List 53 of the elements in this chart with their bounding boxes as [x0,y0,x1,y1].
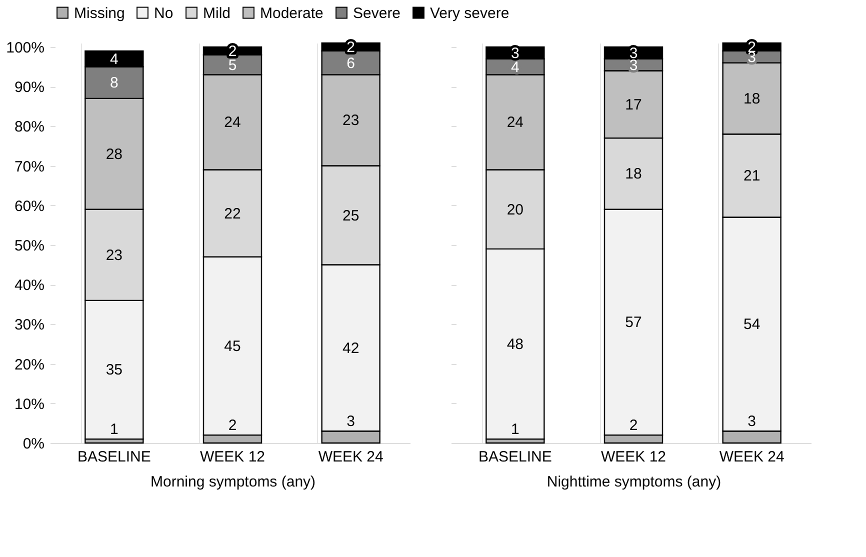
y-tick-label: 20% [14,356,44,374]
y-tick-label: 80% [14,118,44,136]
data-label: 2 [346,38,356,56]
y-tick-label: 100% [6,39,44,56]
data-label: 3 [346,413,356,430]
data-label: 22 [224,205,241,222]
data-label: 1 [110,421,118,438]
x-axis-title: Morning symptoms (any) [150,474,316,490]
y-tick-label: 50% [14,237,44,254]
x-tick-label: WEEK 12 [200,448,266,466]
data-label: 23 [106,246,123,264]
data-label: 28 [106,146,123,163]
x-axis-title: Nighttime symptoms (any) [546,474,722,490]
data-label: 8 [110,74,118,92]
data-label: 3 [748,413,756,430]
x-tick-label: WEEK 12 [600,448,666,466]
data-label: 24 [224,114,241,132]
x-tick-label: WEEK 24 [719,448,784,466]
data-label: 35 [106,362,123,379]
data-label: 48 [506,336,524,353]
x-tick-label: BASELINE [478,448,552,466]
data-label: 17 [625,96,642,114]
y-tick-label: 60% [14,198,44,215]
legend-label: Severe [353,4,401,22]
data-label: 20 [506,201,524,218]
data-label: 18 [625,166,642,183]
data-label: 45 [224,338,241,355]
y-tick-label: 70% [14,158,44,176]
legend-label: Mild [203,4,231,22]
y-tick-label: 40% [14,277,44,294]
data-label: 18 [743,90,760,108]
data-label: 2 [228,417,237,434]
data-label: 54 [743,316,760,334]
data-label: 2 [629,417,638,434]
legend-label: Moderate [260,4,324,22]
data-label: 1 [510,421,520,438]
y-tick-label: 10% [14,396,44,413]
data-label: 23 [342,112,360,130]
legend-label: Missing [74,4,125,22]
x-tick-label: BASELINE [77,448,151,466]
data-label: 42 [342,340,360,357]
y-tick-label: 30% [14,316,44,334]
y-tick-label: 90% [14,79,44,96]
data-label: 57 [625,314,642,332]
data-label: 25 [342,207,360,224]
x-tick-label: WEEK 24 [318,448,384,466]
data-label: 21 [743,168,760,185]
legend-label: No [154,4,174,22]
y-tick-label: 0% [22,436,44,452]
data-label: 24 [506,114,524,132]
legend-label: Very severe [430,4,510,22]
data-label: 6 [346,54,356,72]
data-label: 4 [110,50,118,68]
